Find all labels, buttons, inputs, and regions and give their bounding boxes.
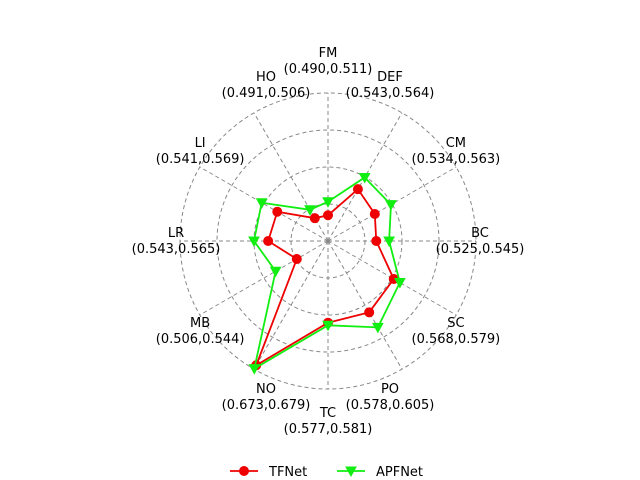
point-apfnet-cm [385, 200, 397, 211]
chart-series [248, 172, 406, 375]
axis-label-tc: TC (0.577,0.581) [284, 406, 373, 437]
axis-name-li: LI [195, 136, 206, 151]
legend-marker-apfnet [345, 466, 357, 478]
point-apfnet-po [372, 322, 384, 334]
axis-values-po: (0.578,0.605) [346, 398, 435, 413]
legend-item-apfnet: APFNet [337, 465, 423, 480]
axis-label-cm: CM (0.534,0.563) [412, 136, 501, 167]
point-tfnet-bc [371, 236, 382, 246]
axis-name-def: DEF [377, 70, 403, 85]
axis-label-fm: FM (0.490,0.511) [284, 46, 373, 77]
axis-values-mb: (0.506,0.544) [156, 332, 245, 347]
point-apfnet-lr [248, 236, 260, 248]
axis-name-no: NO [256, 382, 276, 397]
axis-name-fm: FM [319, 46, 338, 61]
legend-item-tfnet: TFNet [230, 465, 307, 480]
point-tfnet-mb [291, 254, 302, 265]
axis-label-po: PO (0.578,0.605) [346, 382, 435, 413]
axis-labels: FM (0.490,0.511)DEF (0.543,0.564)CM (0.534,… [132, 46, 525, 437]
point-apfnet-no [248, 364, 261, 375]
point-tfnet-def [352, 184, 363, 195]
axis-label-bc: BC (0.525,0.545) [436, 226, 525, 257]
point-tfnet-po [364, 307, 375, 318]
point-apfnet-def [358, 172, 371, 184]
spoke-po [327, 240, 403, 370]
axis-values-fm: (0.490,0.511) [284, 62, 373, 77]
axis-values-def: (0.543,0.564) [346, 86, 435, 101]
point-apfnet-sc [394, 278, 406, 289]
axis-name-bc: BC [471, 226, 489, 241]
axis-name-po: PO [381, 382, 399, 397]
axis-label-sc: SC (0.568,0.579) [412, 316, 501, 347]
axis-values-ho: (0.491,0.506) [222, 86, 311, 101]
point-tfnet-li [272, 206, 283, 217]
axis-name-ho: HO [256, 70, 276, 85]
axis-values-bc: (0.525,0.545) [436, 242, 525, 257]
axis-name-lr: LR [168, 226, 184, 241]
grid-circle-3 [216, 129, 440, 353]
spoke-mb [199, 240, 329, 316]
point-tfnet-ho [309, 213, 320, 224]
axis-name-mb: MB [190, 316, 210, 331]
axis-values-cm: (0.534,0.563) [412, 152, 501, 167]
axis-name-cm: CM [446, 136, 466, 151]
point-apfnet-ho [304, 205, 316, 216]
point-apfnet-mb [269, 266, 282, 278]
axis-label-no: NO (0.673,0.679) [222, 382, 311, 413]
axis-values-tc: (0.577,0.581) [284, 422, 373, 437]
point-apfnet-tc [322, 320, 334, 332]
point-tfnet-fm [323, 210, 333, 221]
legend-label-apfnet: APFNet [376, 465, 423, 480]
axis-name-tc: TC [319, 406, 336, 421]
legend-label-tfnet: TFNet [268, 465, 307, 480]
axis-label-li: LI (0.541,0.569) [156, 136, 245, 167]
axis-values-no: (0.673,0.679) [222, 398, 311, 413]
point-tfnet-lr [263, 236, 274, 246]
axis-label-lr: LR (0.543,0.565) [132, 226, 221, 257]
axis-label-mb: MB (0.506,0.544) [156, 316, 245, 347]
point-apfnet-bc [383, 236, 395, 248]
point-tfnet-cm [369, 208, 380, 219]
axis-label-ho: HO (0.491,0.506) [222, 70, 311, 101]
axis-label-def: DEF (0.543,0.564) [346, 70, 435, 101]
axis-values-lr: (0.543,0.565) [132, 242, 221, 257]
point-apfnet-fm [322, 197, 334, 208]
axis-values-sc: (0.568,0.579) [412, 332, 501, 347]
legend: TFNet APFNet [230, 465, 423, 480]
point-apfnet-li [255, 198, 268, 209]
series-apfnet [248, 172, 406, 375]
spoke-no [253, 240, 329, 370]
axis-name-sc: SC [447, 316, 464, 331]
axis-values-li: (0.541,0.569) [156, 152, 245, 167]
legend-marker-tfnet [239, 466, 249, 476]
